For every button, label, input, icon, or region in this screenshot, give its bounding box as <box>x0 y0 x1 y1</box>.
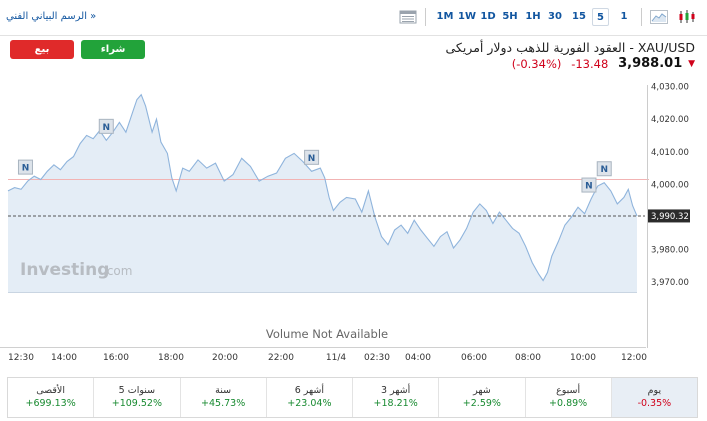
performance-cell[interactable]: 5 سنوات +109.52% <box>94 378 181 417</box>
x-tick-label: 12:30 <box>8 353 34 363</box>
price-summary: (-0.34%) -13.48 3,988.01 ▼ <box>512 56 695 72</box>
performance-period-label: أسبوع <box>556 385 581 396</box>
news-marker-label: N <box>308 154 316 164</box>
chart-toolbar: الرسم البياني الفني » 1M 1W 1D 5H 1H 30 … <box>0 0 707 36</box>
performance-value: +45.73% <box>201 398 246 409</box>
price-area <box>8 94 637 292</box>
x-tick-label: 04:00 <box>405 353 431 363</box>
news-marker[interactable]: N <box>596 161 612 177</box>
performance-value: +699.13% <box>25 398 76 409</box>
y-tick-label: 4,020.00 <box>651 115 689 125</box>
period-1m-button[interactable]: 1M <box>436 11 454 22</box>
x-tick-label: 06:00 <box>461 353 487 363</box>
technical-chart-link[interactable]: الرسم البياني الفني » <box>6 11 97 22</box>
candlestick-chart-icon[interactable] <box>677 8 697 26</box>
x-tick-label: 10:00 <box>570 353 596 363</box>
period-1h-button[interactable]: 1H <box>525 11 541 22</box>
down-arrow-icon: ▼ <box>688 58 695 69</box>
news-marker-label: N <box>600 165 608 175</box>
performance-period-label: 3 أشهر <box>380 385 411 396</box>
performance-cell[interactable]: سنة +45.73% <box>181 378 267 417</box>
period-5h-button[interactable]: 5H <box>502 11 518 22</box>
last-price-badge <box>648 209 690 223</box>
x-tick-label: 11/4 <box>326 353 346 363</box>
performance-period-label: شهر <box>473 385 491 396</box>
performance-period-label: 5 سنوات <box>118 385 156 396</box>
last-price: 3,988.01 <box>618 56 683 71</box>
x-tick-label: 22:00 <box>268 353 294 363</box>
performance-cell[interactable]: شهر +2.59% <box>439 378 526 417</box>
performance-cell[interactable]: أسبوع +0.89% <box>526 378 612 417</box>
performance-period-label: 6 أشهر <box>294 385 325 396</box>
price-chart-svg: 4,030.00 4,020.00 4,010.00 4,000.00 3,980.00… <box>0 83 690 363</box>
news-marker[interactable]: N <box>581 177 597 193</box>
toolbar-divider <box>425 8 426 26</box>
period-15-button[interactable]: 15 <box>572 11 586 22</box>
price-change: -13.48 <box>571 56 609 71</box>
price-chart[interactable]: 4,030.00 4,020.00 4,010.00 4,000.00 3,980.00… <box>0 80 707 366</box>
performance-value: -0.35% <box>637 398 672 409</box>
y-tick-label: 4,010.00 <box>651 148 689 158</box>
x-tick-label: 18:00 <box>158 353 184 363</box>
news-marker[interactable]: N <box>98 118 114 134</box>
investing-watermark: Investing <box>20 260 109 280</box>
price-change-pct: (-0.34%) <box>511 56 562 71</box>
y-tick-label: 3,980.00 <box>651 246 689 256</box>
toolbar-divider <box>641 8 642 26</box>
x-tick-label: 08:00 <box>515 353 541 363</box>
news-marker-label: N <box>585 182 593 192</box>
buy-button[interactable]: شراء <box>81 40 145 59</box>
performance-cell[interactable]: يوم -0.35% <box>611 378 697 417</box>
y-tick-label: 4,000.00 <box>651 180 689 190</box>
period-30-button[interactable]: 30 <box>548 11 562 22</box>
performance-period-label: سنة <box>215 385 232 396</box>
table-view-icon[interactable] <box>398 8 418 26</box>
investing-watermark-suffix: .com <box>103 264 132 278</box>
performance-period-label: يوم <box>647 385 662 396</box>
news-marker-label: N <box>22 164 30 174</box>
period-5-button[interactable]: 5 <box>592 8 609 26</box>
period-1-button[interactable]: 1 <box>620 11 628 22</box>
area-chart-icon[interactable] <box>649 8 669 26</box>
x-tick-label: 12:00 <box>621 353 647 363</box>
y-tick-label: 3,970.00 <box>651 278 689 288</box>
volume-not-available: Volume Not Available <box>266 327 388 341</box>
period-1w-button[interactable]: 1W <box>458 11 476 22</box>
instrument-title: XAU/USD - العقود الفورية للذهب دولار أمر… <box>445 40 696 55</box>
performance-cell[interactable]: 6 أشهر +23.04% <box>267 378 353 417</box>
performance-cell[interactable]: الأقصى +699.13% <box>8 378 95 417</box>
x-tick-label: 16:00 <box>103 353 129 363</box>
performance-cell[interactable]: 3 أشهر +18.21% <box>353 378 440 417</box>
performance-value: +23.04% <box>287 398 332 409</box>
period-1d-button[interactable]: 1D <box>480 11 496 22</box>
performance-value: +0.89% <box>549 398 588 409</box>
x-tick-label: 14:00 <box>51 353 77 363</box>
performance-strip: الأقصى +699.13% 5 سنوات +109.52% سنة +45.73% 6… <box>7 377 698 418</box>
last-price-badge-label: 3,990.32 <box>651 212 689 222</box>
x-tick-label: 20:00 <box>212 353 238 363</box>
news-marker-label: N <box>103 123 111 133</box>
news-marker[interactable]: N <box>17 159 33 175</box>
performance-value: +109.52% <box>111 398 162 409</box>
performance-period-label: الأقصى <box>36 385 65 396</box>
x-tick-label: 02:30 <box>364 353 390 363</box>
news-marker[interactable]: N <box>304 149 320 165</box>
performance-value: +2.59% <box>462 398 501 409</box>
performance-value: +18.21% <box>373 398 418 409</box>
sell-button[interactable]: بيع <box>10 40 74 59</box>
y-tick-label: 4,030.00 <box>651 83 689 93</box>
